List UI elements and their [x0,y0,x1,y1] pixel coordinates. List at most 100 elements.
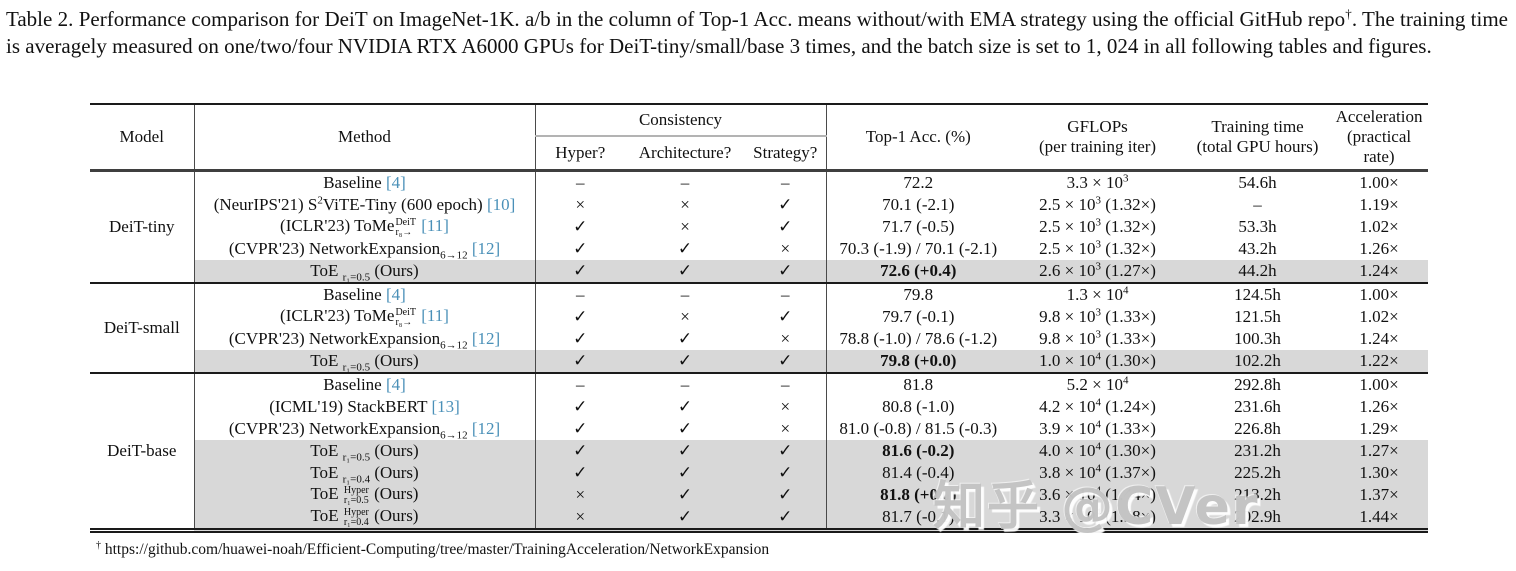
training-time-cell: 124.5h [1234,285,1281,305]
col-header-model: Model [90,104,195,172]
table-row: (CVPR'23) NetworkExpansion6→12 [12] ✓ ✓ × 70… [90,238,1428,262]
table-row: ToE Hyper r₁=0.5 (Ours) × ✓ ✓ 81.8 (+0.0) 3.6 … [90,484,1429,506]
col-header-accel-line1: Acceleration [1335,107,1423,126]
subscript: 6→12 [440,339,468,352]
method-text: (1.37×) [1100,463,1156,483]
gflops-cell: 3.6 × 104 (1.44×) [1010,484,1186,506]
method-text: ToE [310,506,343,526]
col-header-acceleration: Acceleration (practical rate) [1330,104,1429,172]
table-header: Model Method Consistency Top-1 Acc. (%) … [90,104,1429,172]
table-row: ToE r₁=0.4 (Ours) ✓ ✓ ✓ 81.4 (-0.4) 3.8 × 104… [90,462,1429,485]
top1-acc-cell: 70.3 (-1.9) / 70.1 (-2.1) [839,239,998,259]
col-header-gflops-line2: (per training iter) [1039,137,1157,156]
citation-ref: [4] [385,285,406,305]
subscript: r₁=0.5 [342,451,371,464]
method-text: 4.2 × 10 [1039,397,1096,417]
method-text: 2.5 × 10 [1039,195,1096,215]
consistency-architecture-cell: ✓ [677,419,693,439]
col-header-top1: Top-1 Acc. (%) [826,104,1011,172]
method-text: 1.3 × 10 [1066,285,1123,305]
consistency-hyper-cell: ✓ [573,217,588,237]
superscript: 3 [1095,216,1101,229]
method-cell: Baseline [4] [194,170,536,194]
consistency-strategy-cell: ✓ [745,350,827,374]
gflops-cell: 2.5 × 103 (1.32×) [1010,194,1185,216]
subscript: r₁=0.5 [342,271,371,284]
consistency-strategy-cell: ✓ [745,440,827,462]
superscript: 4 [1122,374,1129,387]
method-cell: (CVPR'23) NetworkExpansion6→12 [12] [194,238,536,262]
method-cell: (ICLR'23) ToMe DeiT r₈→ [11] [194,216,536,238]
consistency-hyper-cell: – [576,173,585,193]
col-header-time-line2: (total GPU hours) [1196,137,1319,156]
method-text: (Ours) [370,441,419,461]
acceleration-cell: 1.44× [1330,506,1429,532]
consistency-strategy-cell: × [745,418,827,440]
superscript: 4 [1122,284,1129,297]
gflops-cell: 9.8 × 103 (1.33×) [1010,306,1185,328]
acceleration-cell: 1.22× [1330,350,1429,374]
method-text: (1.44×) [1100,485,1156,505]
method-cell: ToE r₁=0.5 (Ours) [194,260,536,284]
caption-dagger: † [1345,6,1352,21]
method-text: Baseline [323,375,386,395]
top1-acc-cell: 78.8 (-1.0) / 78.6 (-1.2) [839,329,998,349]
consistency-architecture-cell: ✓ [677,397,693,417]
top1-acc-cell: 81.8 (+0.0) [826,484,1011,506]
method-cell: (CVPR'23) NetworkExpansion6→12 [12] [194,328,536,352]
method-text: 3.3 × 10 [1066,173,1123,193]
consistency-strategy-cell: ✓ [745,216,827,238]
method-text: (1.32×) [1100,239,1156,259]
stack-sub: r₁=0.5 [343,494,369,506]
superscript: 3 [1122,172,1129,185]
col-header-consistency: Consistency [535,104,827,137]
superscript: 3 [1095,306,1101,319]
method-cell: (NeurIPS'21) S2ViTE-Tiny (600 epoch) [10… [194,194,536,216]
method-cell: (ICML'19) StackBERT [13] [194,396,536,418]
top1-acc-cell: 72.2 [903,173,934,193]
col-header-method: Method [194,104,536,172]
stack-sup: Hyper [343,506,369,518]
superscript: 2 [317,194,323,207]
supsub-stack: Hyper r₁=0.4 [343,506,369,528]
method-cell: ToE Hyper r₁=0.5 (Ours) [194,484,536,506]
consistency-hyper-cell: ✓ [573,419,588,439]
training-time-cell: 54.6h [1238,173,1277,193]
citation-ref: [11] [421,306,449,326]
footnote-dagger: † [96,540,101,551]
method-text: (CVPR'23) NetworkExpansion [228,239,441,259]
top1-acc-cell: 80.8 (-1.0) [882,397,955,417]
method-text: ToE [310,351,343,371]
training-time-cell: 225.2h [1185,462,1331,484]
acceleration-cell: 1.37× [1330,484,1429,506]
method-cell: Baseline [4] [194,283,536,306]
method-text: (Ours) [370,351,419,371]
stack-sup: DeiT [395,216,416,228]
method-text: (1.24×) [1100,397,1156,417]
acceleration-cell: 1.24× [1359,329,1399,349]
table-body: DeiT-tiny Baseline [4] – – –72.2 3.3 × 103 54.… [90,170,1429,532]
method-text: 2.5 × 10 [1039,239,1096,259]
method-cell: (CVPR'23) NetworkExpansion6→12 [12] [194,418,536,441]
gflops-cell: 3.3 × 104 (1.58×) [1010,506,1186,532]
method-text: (1.30×) [1100,441,1156,461]
method-cell: ToE r₁=0.5 (Ours) [194,350,536,374]
top1-acc-cell: 71.7 (-0.5) [882,217,955,237]
supsub-stack: DeiT r₈→ [395,216,416,238]
method-text: ToE [310,463,343,483]
table-row: (ICML'19) StackBERT [13] ✓ ✓ × 80.8 (-1.0) 4.… [90,396,1428,418]
training-time-cell: 43.2h [1238,239,1277,259]
citation-ref: [4] [385,173,406,193]
consistency-hyper-cell: × [535,506,625,532]
consistency-hyper-cell: ✓ [573,397,588,417]
consistency-architecture-cell: ✓ [625,462,745,484]
consistency-architecture-cell: ✓ [625,506,745,532]
gflops-cell: 3.3 × 103 [1010,171,1185,195]
method-text: ViTE-Tiny (600 epoch) [322,195,487,215]
subscript: 6→12 [440,249,468,262]
consistency-hyper-cell: – [576,375,585,395]
method-text: 5.2 × 10 [1066,375,1123,395]
acceleration-cell: 1.00× [1359,375,1399,395]
table-row: ToE r₁=0.5 (Ours) ✓ ✓ ✓ 79.8 (+0.0) 1.0 × 104… [90,350,1429,374]
col-header-gflops-line1: GFLOPs [1067,117,1128,136]
